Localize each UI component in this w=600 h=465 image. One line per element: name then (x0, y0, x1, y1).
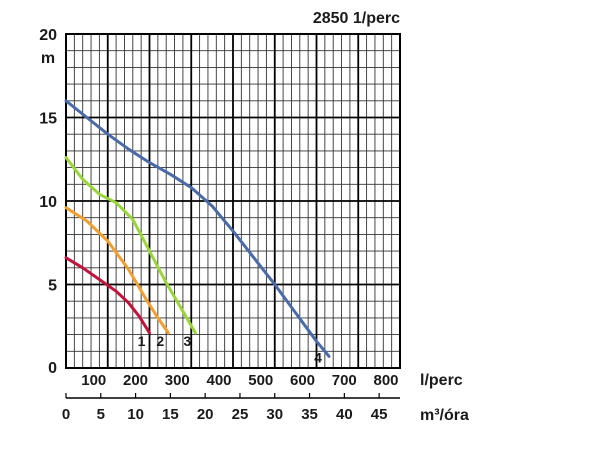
x-tick-label-volume: 10 (127, 406, 144, 423)
curve-label: 4 (314, 349, 322, 365)
x-tick-label-volume: 5 (97, 406, 105, 423)
x-axis-flow-label: l/perc (420, 372, 463, 389)
curve-1 (64, 256, 151, 335)
x-tick-label-volume: 45 (371, 406, 388, 423)
y-tick-label: 15 (39, 111, 57, 128)
curve-label: 2 (156, 333, 164, 349)
x-tick-label-flow: 300 (165, 372, 190, 389)
x-tick-label-volume: 20 (197, 406, 214, 423)
x-tick-label-volume: 30 (266, 406, 283, 423)
y-tick-label: 0 (48, 360, 57, 377)
curve-2 (64, 206, 170, 335)
major-grid (65, 33, 401, 399)
plot-frame (65, 33, 401, 369)
chart-title: 2850 1/perc (313, 10, 400, 27)
x-tick-label-flow: 400 (206, 372, 231, 389)
x-tick-label-volume: 15 (162, 406, 179, 423)
x-tick-label-flow: 100 (81, 372, 106, 389)
x-axis-volume-label: m³/óra (420, 407, 469, 424)
curve-label: 3 (184, 333, 192, 349)
curve-label: 1 (138, 333, 146, 349)
x-tick-label-flow: 500 (248, 372, 273, 389)
x-tick-label-flow: 700 (332, 372, 357, 389)
curve-4 (64, 99, 331, 358)
y-axis-label: m (41, 50, 55, 67)
y-tick-label: 20 (39, 27, 57, 44)
x-tick-label-flow: 800 (373, 372, 398, 389)
curve-3 (64, 156, 197, 335)
x-tick-label-flow: 600 (290, 372, 315, 389)
x-tick-label-volume: 0 (62, 406, 70, 423)
x-tick-label-flow: 200 (123, 372, 148, 389)
y-tick-label: 5 (48, 278, 57, 295)
x-tick-label-volume: 40 (336, 406, 353, 423)
y-tick-label: 10 (39, 194, 57, 211)
x-tick-label-volume: 25 (232, 406, 249, 423)
x-tick-label-volume: 35 (301, 406, 318, 423)
curves (64, 99, 331, 358)
